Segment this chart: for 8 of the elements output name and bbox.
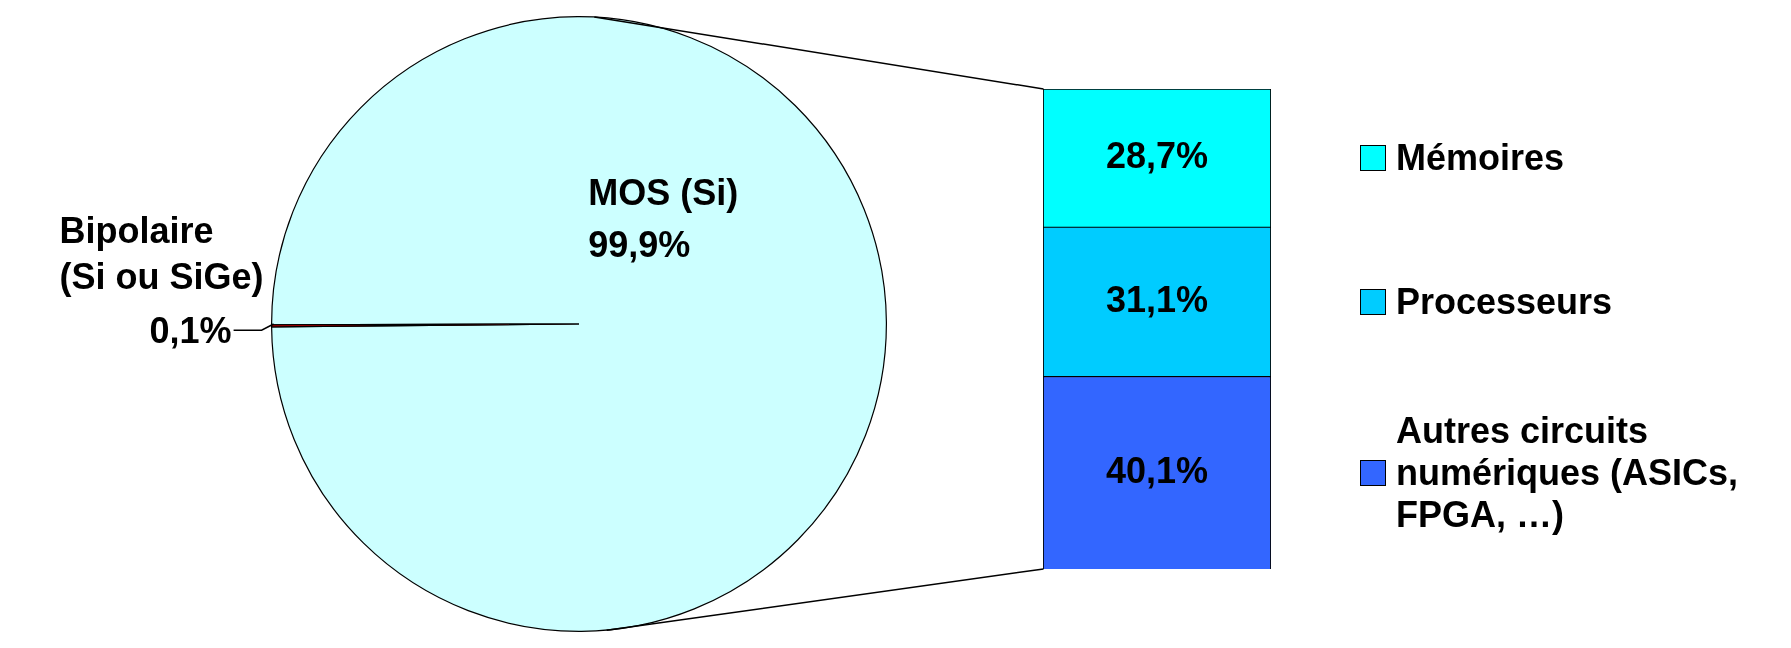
legend-label: Mémoires [1396, 136, 1565, 179]
data-label: 40,1% [1105, 449, 1209, 491]
data-label: 31,1% [1105, 278, 1209, 320]
slice-label: Bipolaire (Si ou SiGe) [59, 209, 264, 297]
legend-label: Processeurs [1396, 280, 1613, 323]
text: Autres circuits numériques (ASICs, FPGA, …) [1396, 409, 1740, 536]
data-label: 0,1% [149, 310, 232, 352]
data-label: 28,7% [1105, 134, 1209, 176]
